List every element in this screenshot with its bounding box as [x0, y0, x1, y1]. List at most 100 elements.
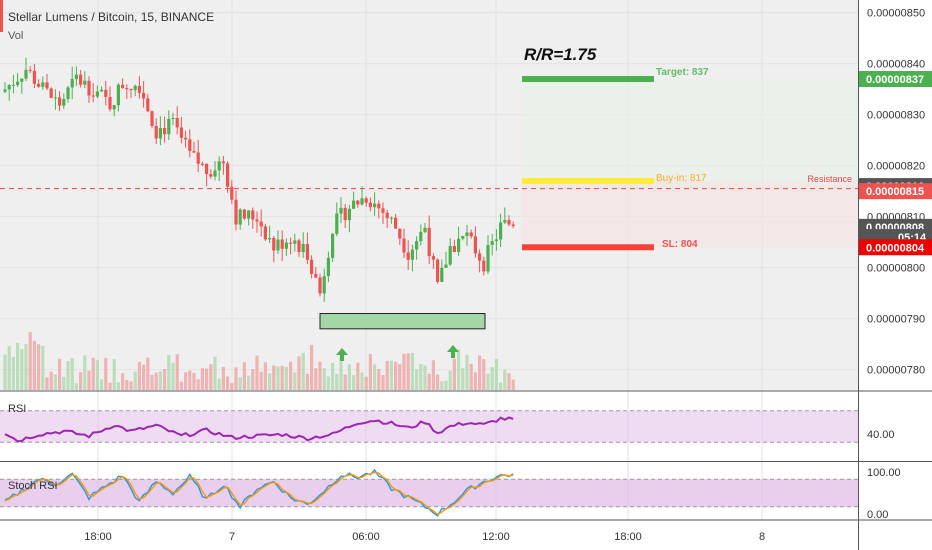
rsi-band: [0, 410, 858, 443]
candle-body: [108, 96, 112, 110]
volume-bar: [104, 357, 108, 390]
target-bar: [522, 76, 654, 83]
volume-bar: [352, 375, 356, 390]
candle-body: [221, 161, 225, 164]
candle-body: [381, 208, 385, 213]
candle-body: [234, 199, 238, 225]
support-zone: [319, 313, 486, 330]
volume-bar: [167, 354, 171, 390]
volume-bar: [238, 377, 242, 390]
rr-label: R/R=1.75: [524, 45, 597, 64]
candle-body: [444, 264, 448, 268]
price-badge-label: 0.00000837: [866, 74, 924, 86]
candle-body: [490, 241, 494, 245]
stop-loss-label: SL: 804: [662, 239, 698, 250]
time-axis: 18:00 7 06:00 12:00 18:00 8: [84, 531, 765, 543]
candle-body: [352, 200, 356, 209]
candle-body: [410, 249, 414, 260]
candle-body: [74, 74, 78, 79]
volume-bar: [389, 360, 393, 390]
volume-bar: [251, 369, 255, 390]
target-label: Target: 837: [656, 67, 709, 78]
candle-body: [247, 210, 251, 219]
candle-body: [116, 84, 120, 106]
candle-body: [389, 217, 393, 219]
volume-bar: [276, 366, 280, 390]
price-badge-label: 0.00000815: [866, 186, 924, 198]
volume-bar: [473, 372, 477, 390]
volume-bar: [461, 368, 465, 390]
candle-body: [280, 239, 284, 249]
candle-body: [284, 242, 288, 249]
volume-bar: [255, 355, 259, 390]
volume-bar: [179, 381, 183, 390]
rsi-tick: 40.00: [867, 429, 895, 441]
buyin-bar: [522, 177, 654, 184]
volume-bar: [326, 376, 330, 390]
candle-body: [196, 152, 200, 164]
candle-body: [394, 217, 398, 229]
candle-body: [58, 97, 62, 106]
volume-bar: [457, 349, 461, 390]
candle-body: [41, 82, 45, 87]
volume-bar: [133, 371, 137, 390]
candle-body: [91, 95, 95, 97]
volume-bar: [284, 366, 288, 390]
volume-bar: [100, 379, 104, 390]
candle-body: [66, 87, 70, 100]
volume-bar: [360, 372, 364, 390]
volume-bar: [49, 371, 53, 390]
candle-body: [511, 224, 515, 227]
volume-bar: [339, 355, 343, 390]
candle-body: [339, 207, 343, 214]
volume-bar: [482, 359, 486, 390]
candle-body: [486, 244, 490, 272]
candle-body: [171, 118, 175, 120]
volume-bar: [385, 360, 389, 390]
volume-bar: [247, 375, 251, 390]
volume-bar: [373, 364, 377, 390]
candle-body: [205, 163, 209, 175]
candle-body: [263, 226, 267, 240]
candle-body: [360, 198, 364, 205]
volume-bar: [381, 374, 385, 390]
volume-bar: [188, 370, 192, 390]
resistance-label: Resistance: [807, 174, 852, 184]
candle-body: [95, 91, 99, 97]
volume-bar: [217, 378, 221, 390]
stoch-d-line: [4, 471, 514, 516]
volume-bar: [469, 363, 473, 390]
volume-bar: [142, 364, 146, 390]
candle-body: [7, 85, 11, 90]
price-tick: 0.00000830: [867, 110, 925, 122]
time-label: 12:00: [482, 531, 510, 543]
candle-body: [188, 139, 192, 152]
candle-body: [255, 219, 259, 222]
candle-body: [289, 242, 293, 244]
volume-bar: [272, 365, 276, 390]
volume-bar: [234, 367, 238, 390]
candle-body: [20, 78, 24, 82]
candle-body: [310, 259, 314, 274]
volume-bar: [158, 371, 162, 390]
candle-body: [347, 208, 351, 221]
stoch-band: [0, 479, 858, 507]
volume-bar: [494, 358, 498, 390]
candle-body: [373, 203, 377, 208]
volume-bar: [184, 372, 188, 390]
volume-bar: [242, 362, 246, 390]
candle-body: [402, 238, 406, 253]
candle-body: [452, 246, 456, 252]
volume-bar: [37, 344, 41, 390]
candle-body: [179, 127, 183, 138]
candle-body: [335, 213, 339, 235]
candle-body: [150, 111, 154, 126]
rsi-label: RSI: [8, 403, 26, 415]
candle-body: [297, 240, 301, 253]
candle-body: [154, 125, 158, 139]
candle-body: [16, 81, 20, 85]
volume-bar: [452, 358, 456, 390]
volume-bar: [297, 356, 301, 390]
price-tick: 0.00000850: [867, 8, 925, 20]
